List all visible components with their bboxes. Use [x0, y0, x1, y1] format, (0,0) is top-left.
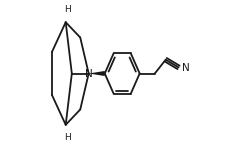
- Text: N: N: [182, 63, 190, 73]
- Text: N: N: [85, 69, 92, 78]
- Text: H: H: [64, 5, 71, 14]
- Polygon shape: [89, 71, 105, 76]
- Text: H: H: [64, 133, 71, 142]
